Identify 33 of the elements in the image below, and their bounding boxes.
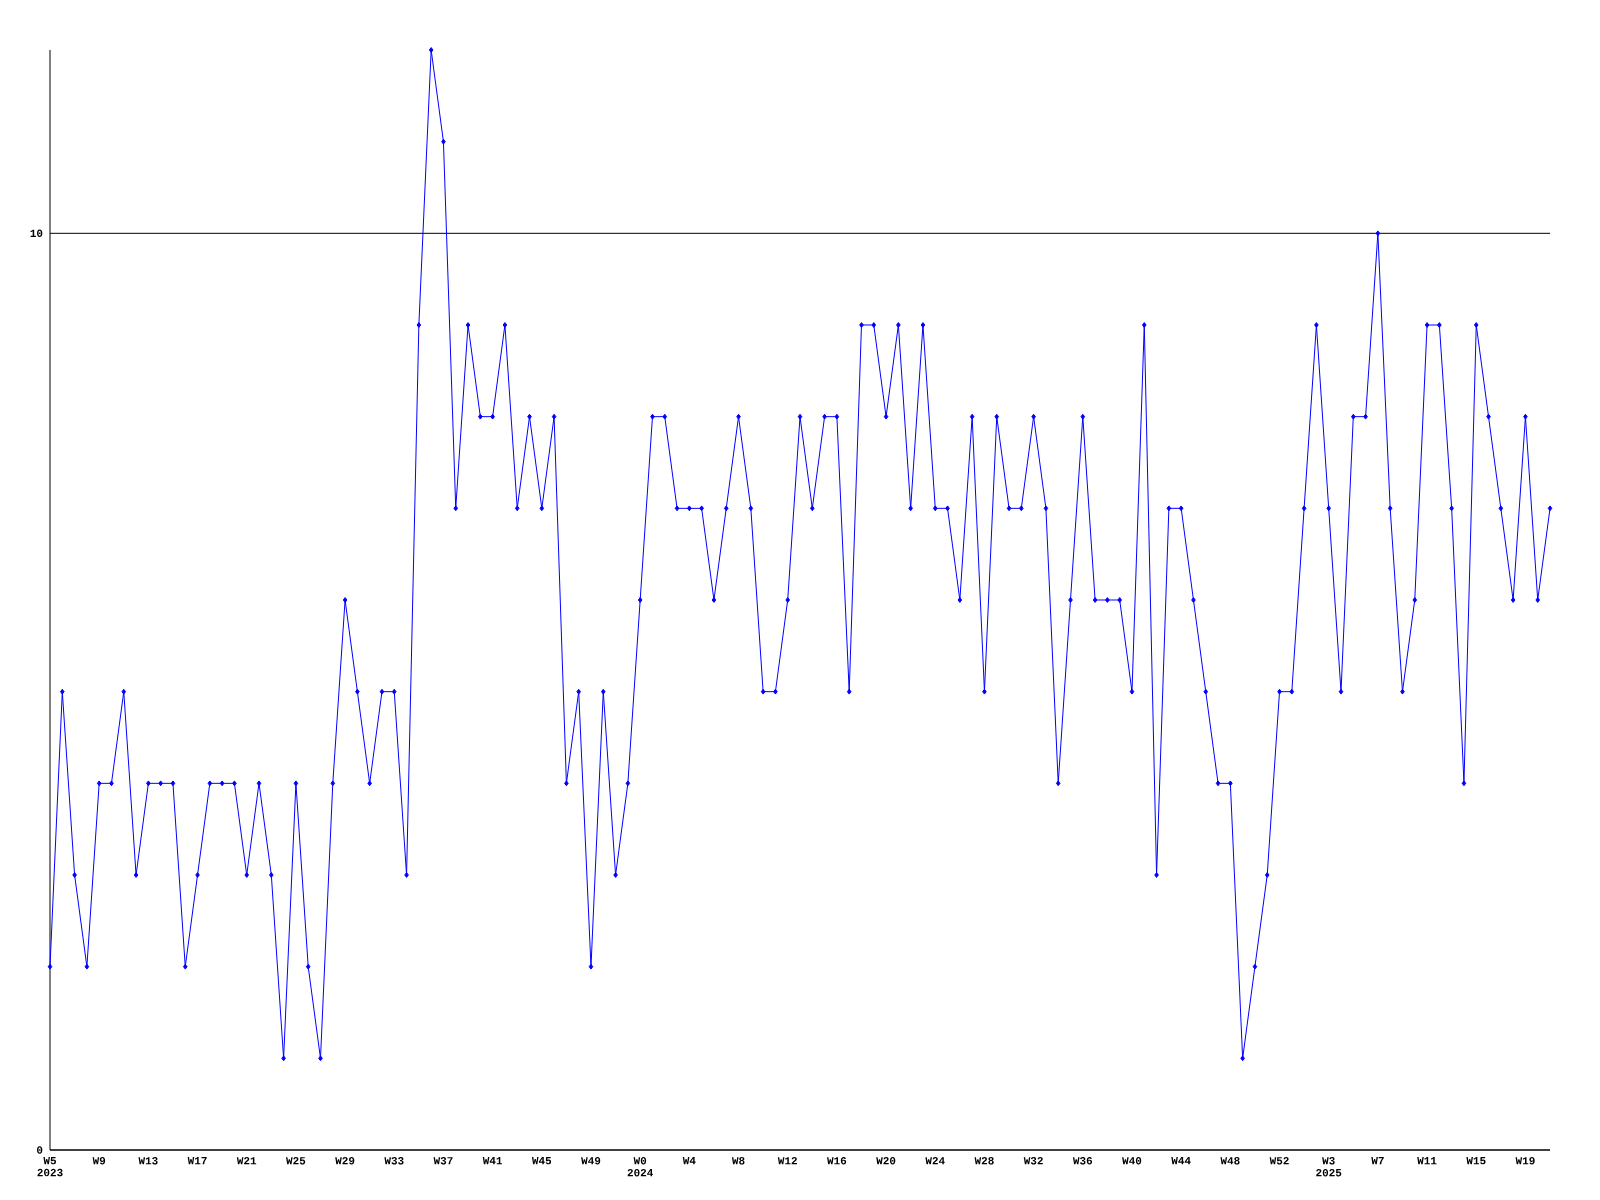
x-tick-label: W28 <box>974 1157 994 1165</box>
x-tick-label: W7 <box>1371 1157 1384 1165</box>
x-tick-label: W19 <box>1515 1157 1535 1165</box>
x-tick-label: W45 <box>531 1157 552 1165</box>
x-tick-label: W37 <box>433 1157 453 1165</box>
x-tick-label: W25 <box>286 1157 306 1165</box>
x-tick-label: W0 2024 <box>627 1157 653 1177</box>
x-tick-label: W9 <box>92 1157 106 1165</box>
x-tick-label: W11 <box>1417 1157 1437 1165</box>
x-tick-label: W49 <box>581 1157 601 1165</box>
x-tick-label: W15 <box>1466 1157 1486 1165</box>
x-tick-label: W21 <box>236 1157 257 1165</box>
x-tick-label: W33 <box>384 1157 404 1165</box>
x-tick-label: W52 <box>1269 1157 1289 1165</box>
x-tick-label: W3 2025 <box>1316 1157 1342 1177</box>
x-tick-label: W36 <box>1072 1157 1093 1165</box>
x-tick-label: W44 <box>1171 1157 1191 1165</box>
y-tick-label: 10 <box>30 229 43 238</box>
x-tick-label: W29 <box>335 1157 355 1165</box>
x-tick-label: W24 <box>925 1157 945 1165</box>
x-tick-label: W40 <box>1122 1157 1142 1165</box>
x-tick-label: W32 <box>1023 1157 1043 1165</box>
x-tick-label: W20 <box>876 1157 896 1165</box>
x-tick-label: W5 2023 <box>37 1157 63 1177</box>
x-tick-label: W17 <box>187 1157 207 1165</box>
x-tick-label: W12 <box>777 1157 797 1165</box>
x-tick-label: W16 <box>827 1157 847 1165</box>
x-tick-label: W13 <box>138 1157 158 1165</box>
x-tick-label: W41 <box>482 1157 503 1165</box>
x-tick-label: W8 <box>731 1157 745 1165</box>
y-tick-label: 0 <box>37 1146 43 1154</box>
x-tick-label: W4 <box>682 1157 696 1165</box>
x-tick-label: W48 <box>1220 1157 1240 1165</box>
